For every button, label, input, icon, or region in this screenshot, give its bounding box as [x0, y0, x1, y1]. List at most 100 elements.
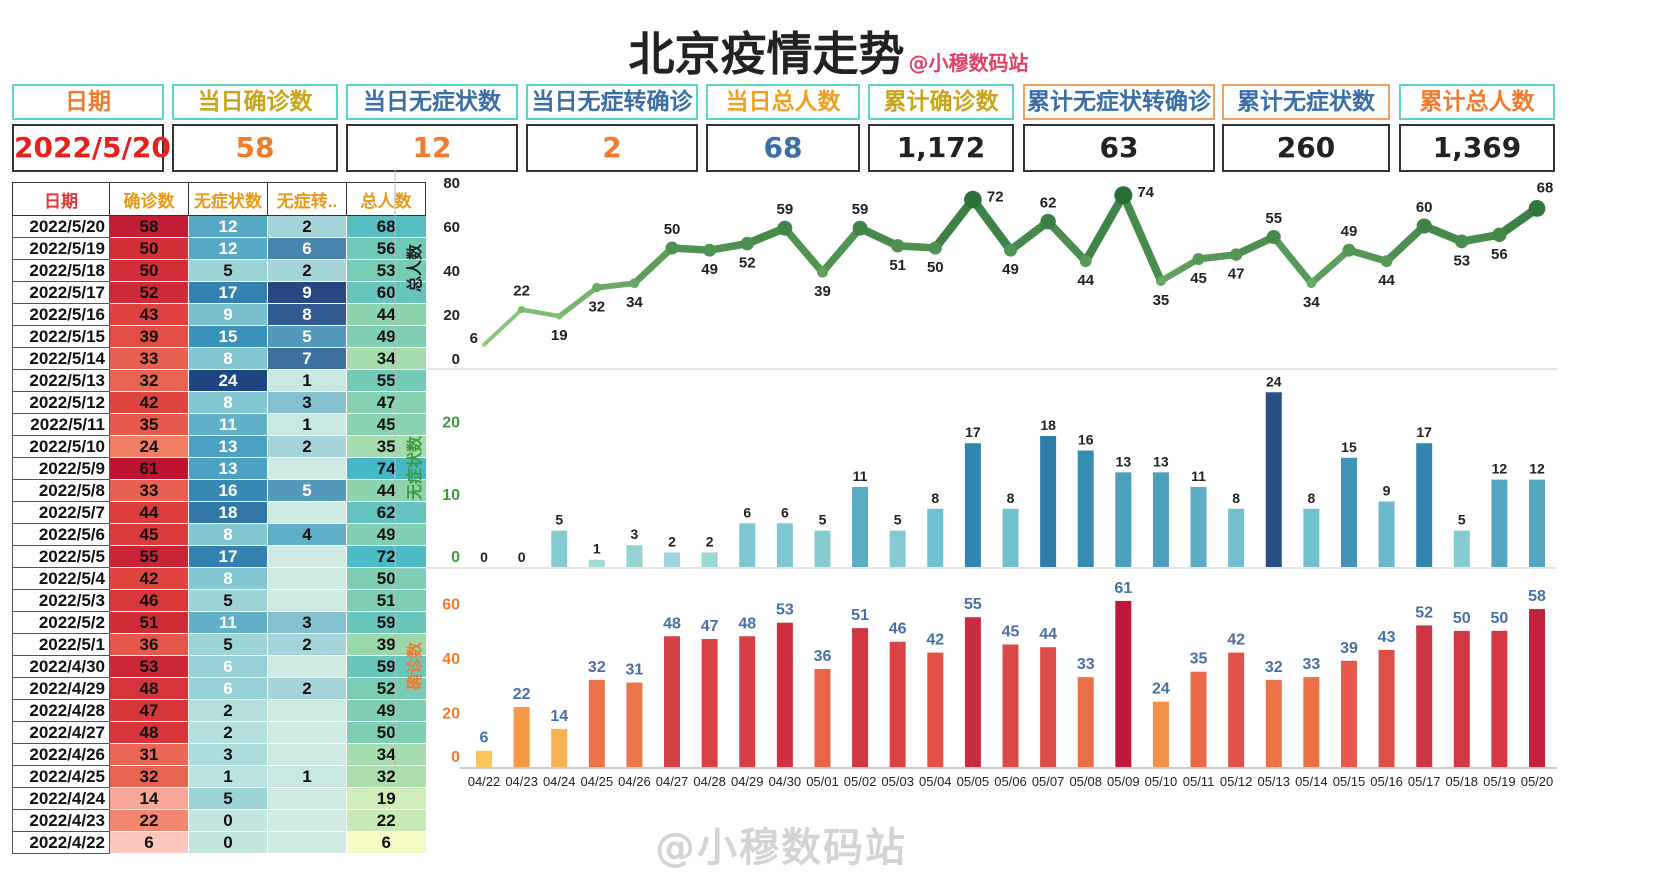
y-tick-label: 40 — [443, 263, 460, 280]
row-value: 4 — [267, 523, 347, 546]
data-label: 42 — [926, 632, 944, 649]
row-value: 42 — [109, 567, 189, 590]
row-value: 18 — [188, 501, 268, 524]
asymptomatic-bar — [814, 530, 831, 567]
row-value — [267, 567, 347, 590]
data-label: 13 — [1116, 453, 1132, 469]
data-label: 53 — [1453, 252, 1470, 269]
line-point — [964, 190, 982, 209]
asymptomatic-bar — [1529, 479, 1545, 567]
data-label: 68 — [1537, 179, 1554, 196]
confirmed-bar — [1491, 630, 1508, 767]
x-tick-label: 05/17 — [1408, 774, 1441, 789]
x-tick-label: 05/02 — [844, 774, 877, 789]
row-value: 35 — [109, 413, 189, 436]
data-label: 61 — [1114, 580, 1132, 597]
kpi-value: 58 — [172, 124, 338, 172]
asymptomatic-bar — [852, 486, 869, 567]
row-date: 2022/4/28 — [12, 699, 110, 722]
row-value: 12 — [188, 237, 268, 260]
row-value: 36 — [109, 633, 189, 656]
data-label: 6 — [470, 330, 478, 347]
row-value: 72 — [346, 545, 426, 568]
row-value: 5 — [267, 325, 347, 348]
row-date: 2022/5/15 — [12, 325, 110, 348]
line-point — [482, 342, 486, 347]
row-date: 2022/5/10 — [12, 435, 110, 458]
line-point — [1416, 218, 1432, 234]
data-label: 50 — [1490, 610, 1508, 627]
asymptomatic-bar — [1002, 508, 1019, 567]
row-value: 35 — [346, 435, 426, 458]
data-label: 13 — [1153, 453, 1169, 469]
asymptomatic-bar — [1152, 472, 1169, 567]
row-value: 5 — [188, 633, 268, 656]
y-tick-label: 0 — [451, 749, 460, 766]
data-label: 45 — [1002, 623, 1020, 640]
row-value: 8 — [188, 391, 268, 414]
line-segment — [482, 307, 524, 347]
x-tick-label: 05/12 — [1220, 774, 1253, 789]
table-row: 2022/4/29 48 6 2 52 — [12, 677, 426, 700]
row-value: 43 — [109, 303, 189, 326]
y-tick-label: 60 — [443, 219, 460, 236]
line-segment — [1006, 217, 1053, 255]
row-date: 2022/5/6 — [12, 523, 110, 546]
row-value: 14 — [109, 787, 189, 810]
confirmed-bar — [889, 641, 906, 767]
data-label: 5 — [819, 512, 827, 528]
kpi-card: 当日无症转确诊 2 — [526, 84, 698, 172]
row-date: 2022/4/24 — [12, 787, 110, 810]
data-label: 39 — [1340, 640, 1358, 657]
row-value — [267, 545, 347, 568]
row-date: 2022/4/26 — [12, 743, 110, 766]
data-label: 74 — [1137, 184, 1154, 201]
asymptomatic-bar — [701, 552, 718, 567]
y-tick-label: 10 — [442, 487, 460, 504]
row-value: 45 — [346, 413, 426, 436]
confirmed-bar — [476, 750, 492, 767]
line-segment — [930, 195, 978, 253]
table-row: 2022/4/26 31 3 34 — [12, 743, 426, 766]
line-point — [1040, 213, 1056, 230]
data-label: 50 — [927, 259, 944, 276]
row-value: 46 — [109, 589, 189, 612]
table-row: 2022/5/13 32 24 1 55 — [12, 369, 426, 392]
kpi-label: 当日无症转确诊 — [526, 84, 698, 120]
row-value: 6 — [188, 655, 268, 678]
asymptomatic-bar — [1265, 392, 1282, 567]
row-value: 51 — [109, 611, 189, 634]
row-value: 6 — [188, 677, 268, 700]
table-row: 2022/5/12 42 8 3 47 — [12, 391, 426, 414]
asymptomatic-bar — [889, 530, 906, 567]
data-label: 34 — [1303, 294, 1320, 311]
data-label: 31 — [626, 662, 644, 679]
row-value: 44 — [109, 501, 189, 524]
data-label: 0 — [518, 549, 526, 565]
data-label: 58 — [1528, 588, 1546, 605]
y-tick-label: 20 — [442, 414, 460, 431]
line-point — [1528, 200, 1546, 217]
row-date: 2022/4/29 — [12, 677, 110, 700]
row-value: 2 — [267, 259, 347, 282]
row-value: 12 — [188, 215, 268, 238]
row-value: 22 — [346, 809, 426, 832]
confirmed-bar — [776, 622, 793, 767]
data-label: 6 — [743, 504, 751, 520]
row-value: 32 — [109, 369, 189, 392]
row-date: 2022/5/3 — [12, 589, 110, 612]
x-tick-label: 05/09 — [1107, 774, 1140, 789]
x-tick-label: 05/06 — [994, 774, 1027, 789]
x-tick-label: 04/22 — [468, 774, 501, 789]
line-point — [852, 220, 868, 236]
line-segment — [1119, 191, 1165, 285]
row-value: 3 — [267, 611, 347, 634]
row-value: 17 — [188, 545, 268, 568]
row-value: 9 — [188, 303, 268, 326]
row-date: 2022/5/1 — [12, 633, 110, 656]
line-point — [1114, 186, 1133, 205]
line-point — [1306, 278, 1317, 289]
line-point — [1342, 243, 1356, 257]
row-value: 22 — [109, 809, 189, 832]
